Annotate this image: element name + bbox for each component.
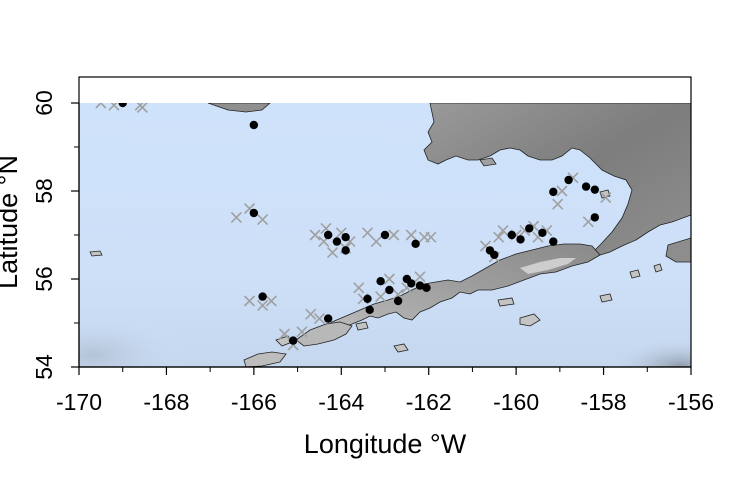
dot-marker	[407, 279, 415, 287]
y-tick-label: 60	[31, 90, 57, 116]
island-small-7	[654, 264, 662, 272]
dot-marker	[508, 231, 516, 239]
x-tick-label: -158	[581, 389, 627, 415]
deep-water-shading-southeast	[480, 280, 691, 367]
island-small-8	[90, 251, 102, 256]
dot-marker	[289, 336, 297, 344]
x-tick-label: -168	[143, 389, 189, 415]
dot-marker	[363, 295, 371, 303]
dot-marker	[422, 284, 430, 292]
dot-marker	[591, 185, 599, 193]
dot-marker	[341, 233, 349, 241]
dot-marker	[411, 240, 419, 248]
x-axis: -170 -168 -166 -164 -162 -160 -158 -156	[56, 367, 714, 415]
y-axis-title: Latitude °N	[0, 155, 23, 289]
dot-marker	[324, 314, 332, 322]
dot-marker	[250, 121, 258, 129]
x-tick-label: -170	[56, 389, 102, 415]
dot-marker	[549, 188, 557, 196]
dot-marker	[258, 292, 266, 300]
x-tick-label: -160	[493, 389, 539, 415]
dot-marker	[250, 209, 258, 217]
dot-marker	[591, 213, 599, 221]
map-panel	[79, 98, 691, 367]
x-axis-title: Longitude °W	[304, 429, 467, 459]
y-tick-label: 56	[31, 266, 57, 292]
dot-marker	[324, 231, 332, 239]
x-tick-label: -166	[231, 389, 277, 415]
dot-marker	[490, 251, 498, 259]
dot-marker	[538, 229, 546, 237]
dot-marker	[341, 246, 349, 254]
dot-marker	[385, 286, 393, 294]
x-tick-label: -156	[668, 389, 714, 415]
y-axis: 54 56 58 60	[31, 90, 79, 380]
x-tick-label: -162	[406, 389, 452, 415]
dot-marker	[516, 235, 524, 243]
dot-marker	[525, 224, 533, 232]
x-tick-label: -164	[318, 389, 364, 415]
dot-marker	[376, 277, 384, 285]
dot-marker	[333, 237, 341, 245]
dot-marker	[394, 297, 402, 305]
dot-marker	[582, 182, 590, 190]
deep-water-shading-southwest	[79, 250, 359, 367]
dot-marker	[366, 306, 374, 314]
dot-marker	[119, 99, 127, 107]
dot-marker	[549, 237, 557, 245]
y-tick-label: 58	[31, 178, 57, 204]
dot-marker	[564, 176, 572, 184]
y-tick-label: 54	[31, 354, 57, 380]
dot-marker	[381, 231, 389, 239]
